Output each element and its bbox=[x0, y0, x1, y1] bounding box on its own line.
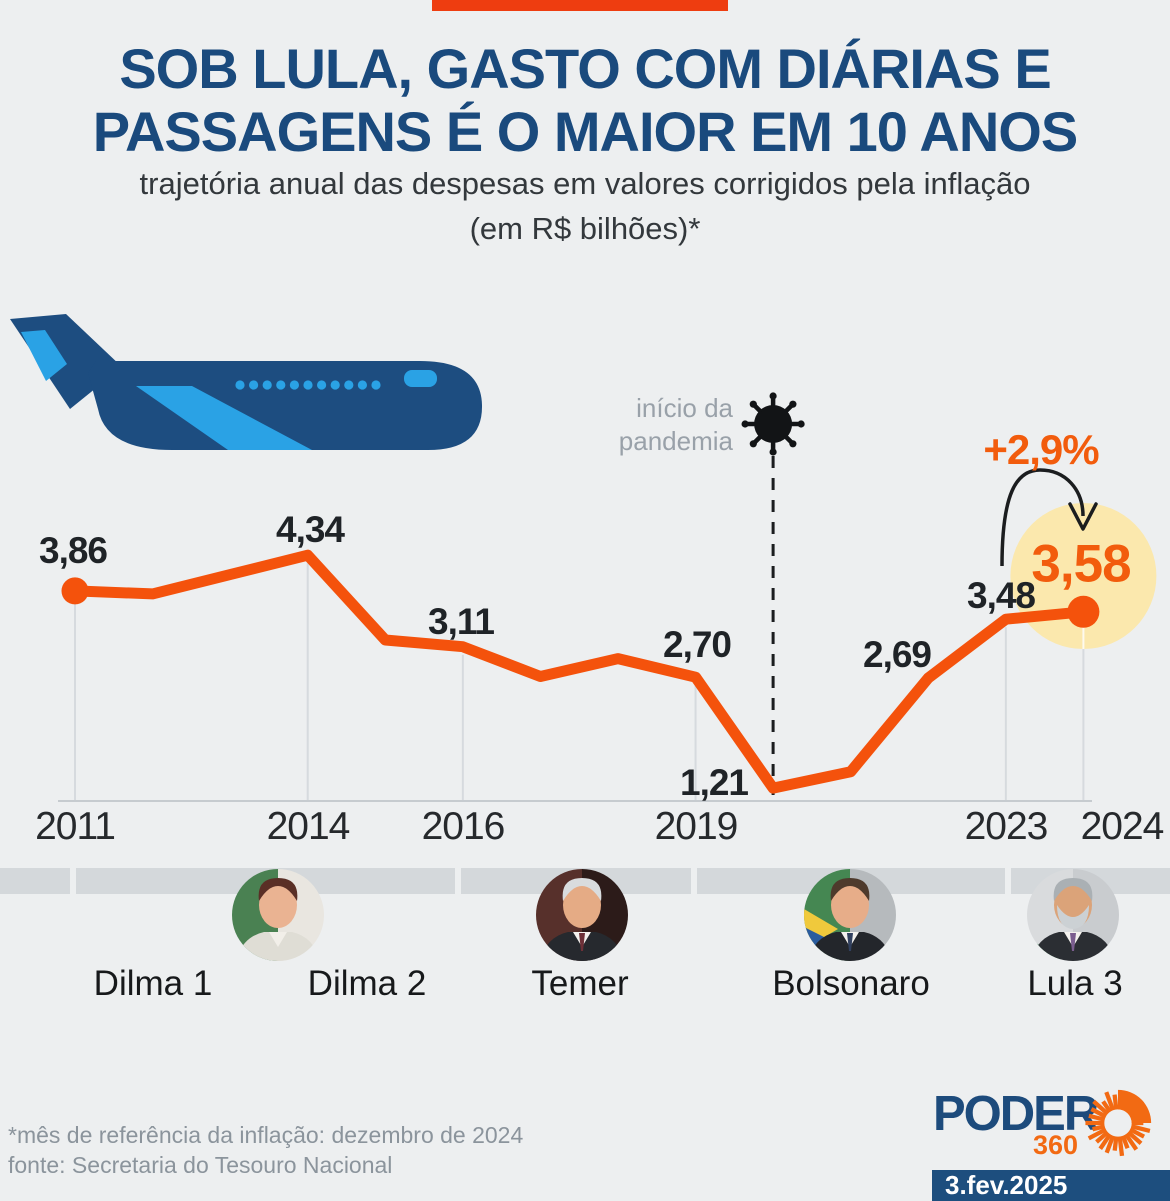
plane-wing bbox=[136, 386, 312, 450]
plane-window bbox=[276, 380, 286, 390]
president-photo-dilma bbox=[232, 869, 324, 961]
virus-icon bbox=[741, 392, 805, 456]
value-label-2011: 3,86 bbox=[38, 530, 108, 571]
pct-change-arrowhead bbox=[1068, 502, 1098, 531]
value-label-2023: 3,48 bbox=[966, 575, 1036, 616]
pandemic-annotation: início da pandemia bbox=[619, 392, 733, 458]
title-accent-bar bbox=[432, 0, 728, 11]
x-tick-2023: 2023 bbox=[964, 805, 1049, 848]
poder360-logo-suffix: 360 bbox=[1032, 1130, 1078, 1160]
pct-change-arrow bbox=[1000, 468, 1085, 567]
plane-window bbox=[371, 380, 381, 390]
president-label-bolsonaro: Bolsonaro bbox=[772, 964, 930, 1003]
footnote-inflation: *mês de referência da inflação: dezembro… bbox=[8, 1122, 524, 1148]
page-title-line2: PASSAGENS É O MAIOR EM 10 ANOS bbox=[92, 100, 1078, 163]
footnote-source: fonte: Secretaria do Tesouro Nacional bbox=[8, 1152, 393, 1178]
president-label-dilma-2: Dilma 2 bbox=[307, 964, 427, 1003]
poder360-sunburst-icon bbox=[1085, 1089, 1152, 1157]
president-photo-lula bbox=[1027, 869, 1119, 961]
president-avatar-temer bbox=[536, 869, 628, 966]
x-tick-2014: 2014 bbox=[266, 805, 351, 848]
page-subtitle-line2: (em R$ bilhões)* bbox=[469, 211, 701, 246]
x-tick-2019: 2019 bbox=[654, 805, 739, 848]
plane-window bbox=[317, 380, 327, 390]
first-point-dot bbox=[61, 577, 89, 605]
plane-fuselage bbox=[88, 361, 483, 450]
president-label-lula-3: Lula 3 bbox=[1027, 964, 1123, 1003]
plane-windows bbox=[235, 380, 381, 390]
publication-date: 3.fev.2025 bbox=[945, 1170, 1068, 1200]
plane-window bbox=[249, 380, 259, 390]
plane-window bbox=[289, 380, 299, 390]
plane-window bbox=[357, 380, 367, 390]
plane-window bbox=[235, 380, 245, 390]
page-title-line1: SOB LULA, GASTO COM DIÁRIAS E bbox=[119, 37, 1051, 100]
president-photo-temer bbox=[536, 869, 628, 961]
president-photo-bolsonaro bbox=[804, 869, 896, 961]
value-label-2024: 3,58 bbox=[1031, 534, 1131, 594]
plane-window bbox=[330, 380, 340, 390]
plane-window bbox=[344, 380, 354, 390]
plane-tail-stripe bbox=[21, 330, 67, 381]
airplane-illustration bbox=[10, 314, 483, 450]
plane-cockpit-window bbox=[404, 370, 437, 387]
president-avatar-lula bbox=[1027, 869, 1119, 966]
pct-change-label: +2,9% bbox=[983, 426, 1099, 473]
plane-window bbox=[262, 380, 272, 390]
plane-window bbox=[303, 380, 313, 390]
president-avatar-dilma bbox=[232, 869, 324, 966]
president-label-dilma-1: Dilma 1 bbox=[93, 964, 213, 1003]
pandemic-annotation-line2: pandemia bbox=[618, 426, 733, 456]
value-label-2022: 2,69 bbox=[862, 634, 932, 675]
expenses-line bbox=[69, 549, 1089, 794]
value-label-2019: 2,70 bbox=[662, 624, 732, 665]
x-tick-2011: 2011 bbox=[35, 805, 116, 848]
term-band-segment-0 bbox=[0, 868, 70, 894]
value-label-2020: 1,21 bbox=[679, 762, 749, 803]
president-avatar-bolsonaro bbox=[804, 869, 896, 966]
x-tick-2024: 2024 bbox=[1080, 805, 1165, 848]
pandemic-annotation-line1: início da bbox=[636, 393, 733, 423]
value-label-2016: 3,11 bbox=[428, 601, 495, 642]
x-tick-2016: 2016 bbox=[421, 805, 506, 848]
poder360-logo-text: PODER bbox=[933, 1087, 1099, 1141]
publication-date-badge: 3.fev.2025 bbox=[932, 1170, 1170, 1201]
last-point-dot bbox=[1067, 595, 1100, 628]
value-label-2014: 4,34 bbox=[275, 509, 345, 550]
page-subtitle-line1: trajetória anual das despesas em valores… bbox=[139, 166, 1031, 201]
president-label-temer: Temer bbox=[531, 964, 629, 1003]
